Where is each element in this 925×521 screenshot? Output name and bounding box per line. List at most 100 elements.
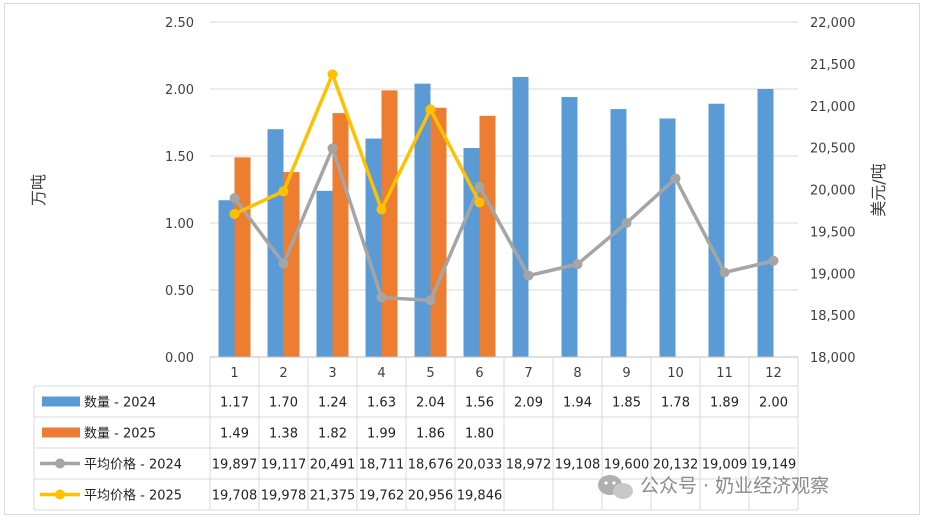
y2-tick-label: 20,000 [810,184,856,199]
watermark-text: 公众号 · 奶业经济观察 [640,475,829,497]
line-point [278,186,289,197]
y2-tick-label: 20,500 [810,142,856,157]
lines [229,69,779,306]
data-label: 2.04 [416,396,445,411]
x-tick-label: 8 [573,366,581,381]
bar [512,76,529,357]
data-label: 20,956 [408,489,454,504]
x-tick-label: 3 [328,366,336,381]
series-line [233,69,482,216]
data-label: 1.80 [465,427,494,442]
wechat-icon [598,475,633,499]
data-label: 21,375 [310,489,356,504]
bars [218,76,774,358]
data-label: 19,108 [555,458,601,473]
x-tick-label: 7 [524,366,532,381]
data-label: 1.70 [269,396,298,411]
data-label: 2.09 [514,396,543,411]
data-label: 19,846 [457,489,503,504]
line-point [523,270,534,281]
bar [365,138,382,357]
line-point [621,218,632,228]
line-point [229,193,240,204]
chart-frame [4,3,920,515]
data-label: 19,600 [604,458,650,473]
x-tick-label: 12 [765,366,782,381]
bar [561,97,578,357]
y2-tick-label: 21,500 [810,58,856,73]
bar [708,103,725,358]
line-point [278,258,289,269]
y-tick-label: 1.00 [165,217,194,232]
bar [757,89,774,357]
bar [332,113,349,358]
legend-key [42,427,80,438]
line-point [376,204,387,215]
y-tick-label: 0.50 [165,284,194,299]
y2-tick-label: 21,000 [810,100,856,115]
data-label: 2.00 [759,396,788,411]
line-point [719,267,730,278]
bar [430,107,447,357]
legend-label: 数量 - 2024 [84,396,156,411]
y-tick-label: 1.50 [165,150,194,165]
bar [414,83,431,357]
data-label: 19,117 [261,458,307,473]
x-tick-label: 4 [377,366,385,381]
data-label: 1.89 [710,396,739,411]
data-label: 19,978 [261,489,307,504]
line-point [327,69,338,80]
bar [267,129,284,357]
y2-tick-label: 18,000 [810,351,856,366]
data-label: 1.24 [318,396,347,411]
line-point [229,208,240,219]
data-label: 18,711 [359,458,405,473]
data-label: 1.82 [318,427,347,442]
line-point [327,143,338,154]
bar [283,172,300,357]
x-tick-label: 11 [716,366,733,381]
data-label: 20,033 [457,458,503,473]
line-point [572,259,583,270]
x-tick-label: 1 [230,366,238,381]
data-label: 19,009 [702,458,748,473]
legend-label: 数量 - 2025 [84,427,156,442]
line-point [474,197,485,208]
data-label: 1.94 [563,396,592,411]
data-label: 20,132 [653,458,699,473]
line-point [474,181,485,192]
y2-tick-label: 19,500 [810,225,856,240]
data-label: 1.49 [220,427,249,442]
data-label: 18,972 [506,458,552,473]
y2-tick-label: 18,500 [810,309,856,324]
data-label: 19,149 [751,458,797,473]
x-tick-label: 2 [279,366,287,381]
y2-axis-title: 美元/吨 [869,163,888,216]
x-tick-label: 6 [475,366,483,381]
series-line [233,143,774,303]
legend-key [42,396,80,407]
bar [218,200,235,357]
y-tick-label: 0.00 [165,351,194,366]
bar [610,109,627,357]
line-point [670,173,681,184]
y2-tick-label: 22,000 [810,16,856,31]
y2-tick-label: 19,000 [810,267,856,282]
data-label: 1.85 [612,396,641,411]
legend-label: 平均价格 - 2025 [84,488,182,504]
line-point [376,292,387,303]
data-label: 1.63 [367,396,396,411]
data-label: 19,762 [359,489,405,504]
y-axis-title: 万吨 [29,174,48,206]
bar [381,90,398,357]
data-label: 1.38 [269,427,298,442]
bar [234,157,251,357]
line-point [768,255,779,266]
line-point [425,104,436,115]
x-tick-label: 10 [667,366,684,381]
bar [659,118,676,357]
data-label: 1.86 [416,427,445,442]
data-label: 19,708 [212,489,258,504]
